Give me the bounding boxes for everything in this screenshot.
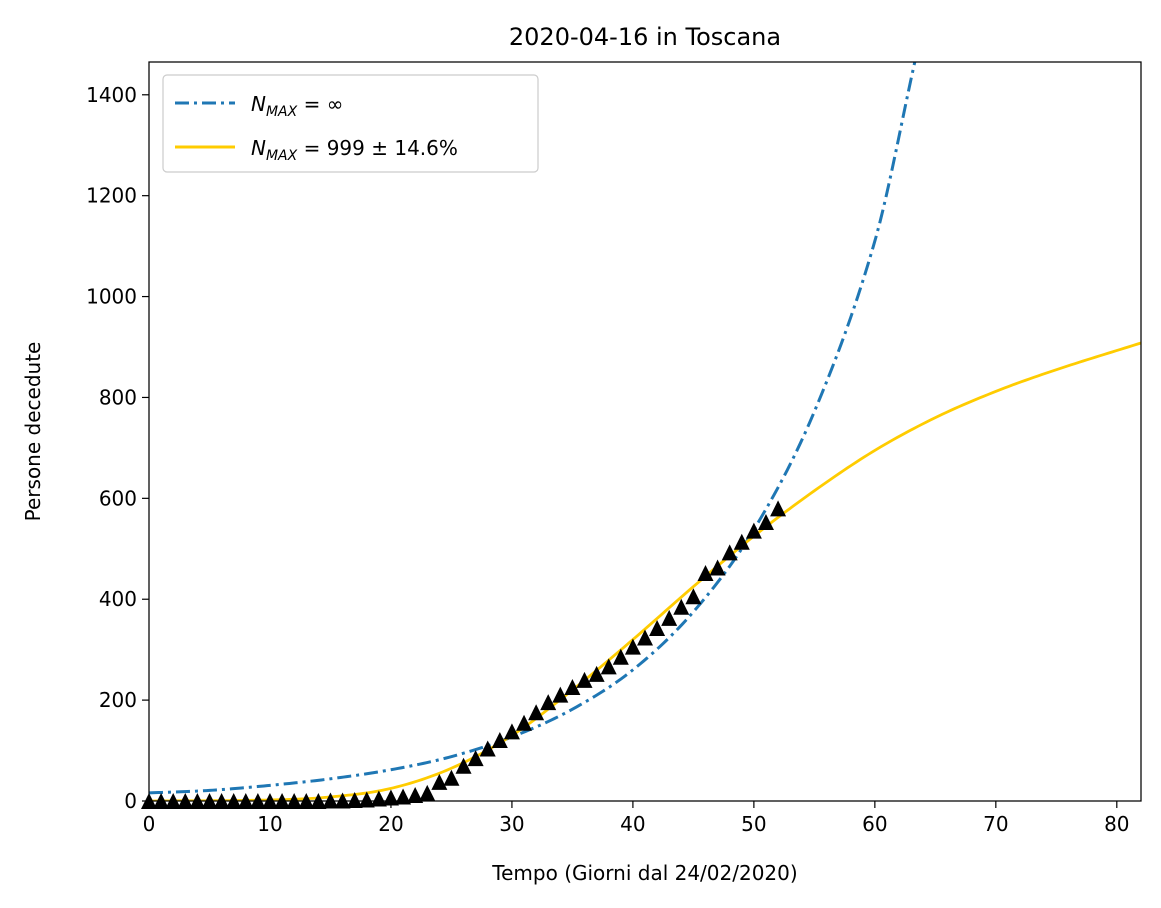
y-tick-label: 400 <box>99 587 137 611</box>
exponential-fit-line <box>149 62 917 795</box>
data-point-marker <box>552 686 569 703</box>
legend-entry-label: NMAX = ∞ <box>251 92 343 120</box>
data-point-marker <box>516 714 533 731</box>
x-tick-label: 30 <box>499 812 524 836</box>
data-point-marker <box>503 723 520 740</box>
data-point-marker <box>407 786 424 803</box>
data-point-marker <box>455 757 472 774</box>
data-point-marker <box>649 619 666 636</box>
y-tick-label: 1200 <box>86 184 137 208</box>
x-tick-label: 70 <box>983 812 1008 836</box>
data-point-marker <box>721 544 738 561</box>
x-tick-label: 50 <box>741 812 766 836</box>
data-point-marker <box>443 769 460 786</box>
data-point-marker <box>370 790 387 807</box>
data-point-marker <box>600 658 617 675</box>
data-point-marker <box>612 648 629 665</box>
legend: NMAX = ∞ NMAX = 999 ± 14.6% <box>162 74 539 173</box>
data-point-marker <box>757 514 774 531</box>
y-tick-label: 200 <box>99 688 137 712</box>
data-point-marker <box>588 665 605 682</box>
x-axis-ticks: 0 10 20 30 40 50 60 70 80 <box>143 801 1130 836</box>
chart-title: 2020-04-16 in Toscana <box>509 23 781 51</box>
data-point-marker <box>697 564 714 581</box>
data-point-marker <box>685 588 702 605</box>
x-tick-label: 20 <box>378 812 403 836</box>
data-point-marker <box>491 731 508 748</box>
data-point-marker <box>576 671 593 688</box>
axes-frame <box>148 61 1142 802</box>
data-point-marker <box>745 522 762 539</box>
plot-area <box>149 62 1141 801</box>
data-point-marker <box>528 704 545 721</box>
data-point-marker <box>770 500 787 517</box>
logistic-fit-line <box>149 341 1141 801</box>
x-tick-label: 80 <box>1104 812 1129 836</box>
data-point-marker <box>733 533 750 550</box>
y-tick-label: 0 <box>124 789 137 813</box>
x-axis-label: Tempo (Giorni dal 24/02/2020) <box>491 861 797 885</box>
data-point-marker <box>346 791 363 808</box>
y-tick-label: 600 <box>99 486 137 510</box>
data-point-marker <box>637 629 653 646</box>
y-axis-ticks: 0 200 400 600 800 1000 1200 1400 <box>86 83 149 813</box>
data-point-marker <box>431 773 448 790</box>
data-point-marker <box>709 559 726 576</box>
data-point-marker <box>564 678 581 695</box>
x-tick-label: 10 <box>257 812 282 836</box>
y-axis-label: Persone decedute <box>21 342 45 522</box>
data-point-marker <box>624 638 641 655</box>
legend-entry-label: NMAX = 999 ± 14.6% <box>251 136 458 164</box>
data-point-marker <box>358 791 375 808</box>
data-point-marker <box>540 694 557 711</box>
y-tick-label: 1000 <box>86 285 137 309</box>
data-point-marker <box>673 598 690 615</box>
data-point-marker <box>479 740 496 757</box>
data-point-marker <box>467 750 484 767</box>
legend-box <box>162 74 539 173</box>
data-point-marker <box>661 609 678 626</box>
x-tick-label: 0 <box>143 812 156 836</box>
data-point-marker <box>419 784 436 801</box>
y-tick-label: 800 <box>99 385 137 409</box>
x-tick-label: 40 <box>620 812 645 836</box>
y-tick-label: 1400 <box>86 83 137 107</box>
x-tick-label: 60 <box>862 812 887 836</box>
